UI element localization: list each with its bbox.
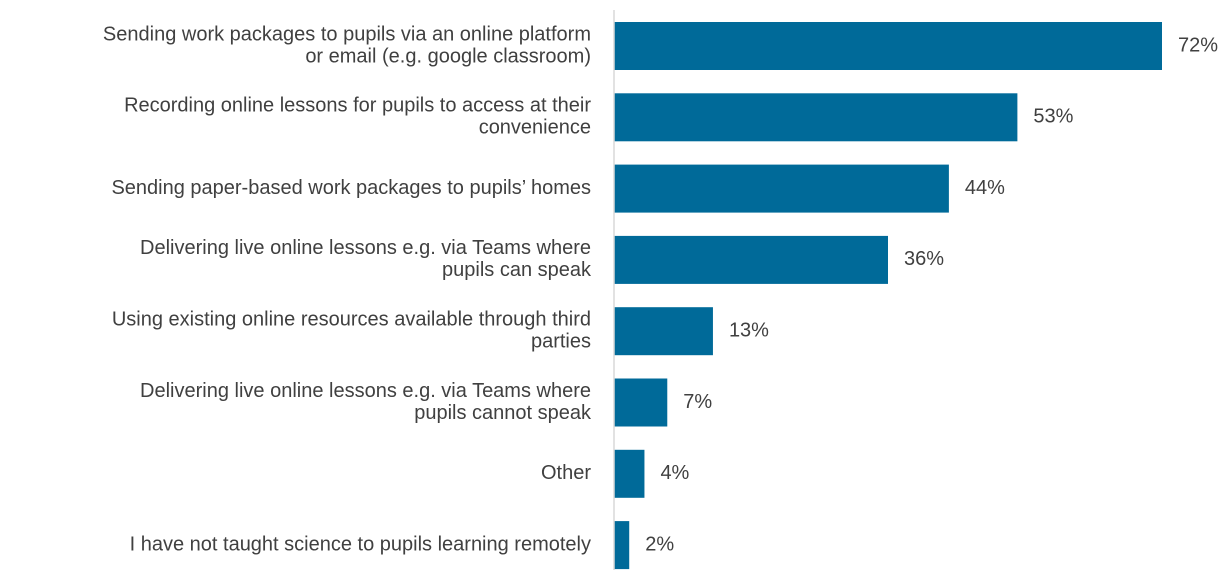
value-label-6: 4% (660, 462, 689, 484)
bar-2 (614, 164, 949, 213)
value-label-3: 36% (904, 248, 944, 270)
category-label-0-line-1: or email (e.g. google classroom) (305, 45, 591, 67)
category-label-2-line-0: Sending paper-based work packages to pup… (111, 177, 591, 199)
category-label-0: Sending work packages to pupils via an o… (103, 23, 591, 67)
category-label-5: Delivering live online lessons e.g. via … (140, 380, 592, 424)
bar-7 (614, 521, 630, 570)
category-label-0-line-0: Sending work packages to pupils via an o… (103, 23, 591, 45)
bar-0 (614, 22, 1162, 70)
category-label-1-line-1: convenience (479, 117, 591, 139)
category-label-1: Recording online lessons for pupils to a… (124, 95, 591, 139)
value-label-5: 7% (683, 391, 712, 413)
category-label-4-line-0: Using existing online resources availabl… (112, 308, 591, 330)
category-label-3-line-1: pupils can speak (442, 259, 592, 281)
value-labels-group: 72% 53% 44% 36% 13% 7% 4% 2% (645, 34, 1218, 555)
value-label-1: 53% (1033, 106, 1073, 128)
bar-1 (614, 93, 1018, 142)
category-labels-group: Sending work packages to pupils via an o… (103, 23, 592, 555)
category-label-5-line-1: pupils cannot speak (414, 402, 592, 424)
category-label-7: I have not taught science to pupils lear… (130, 533, 591, 555)
value-label-4: 13% (729, 319, 769, 341)
category-label-3: Delivering live online lessons e.g. via … (140, 237, 592, 281)
bar-6 (614, 449, 645, 498)
category-label-2: Sending paper-based work packages to pup… (111, 177, 591, 199)
category-label-7-line-0: I have not taught science to pupils lear… (130, 533, 591, 555)
bar-4 (614, 307, 713, 356)
category-label-4: Using existing online resources availabl… (112, 308, 591, 352)
value-label-0: 72% (1178, 34, 1218, 56)
category-label-3-line-0: Delivering live online lessons e.g. via … (140, 237, 591, 259)
category-label-5-line-0: Delivering live online lessons e.g. via … (140, 380, 591, 402)
value-label-2: 44% (965, 177, 1005, 199)
bar-3 (614, 235, 888, 284)
category-label-1-line-0: Recording online lessons for pupils to a… (124, 95, 591, 117)
category-label-6-line-0: Other (541, 462, 591, 484)
bars-group (614, 22, 1162, 570)
value-label-7: 2% (645, 533, 674, 555)
category-label-6: Other (541, 462, 591, 484)
bar-5 (614, 378, 668, 427)
category-label-4-line-1: parties (531, 330, 591, 352)
